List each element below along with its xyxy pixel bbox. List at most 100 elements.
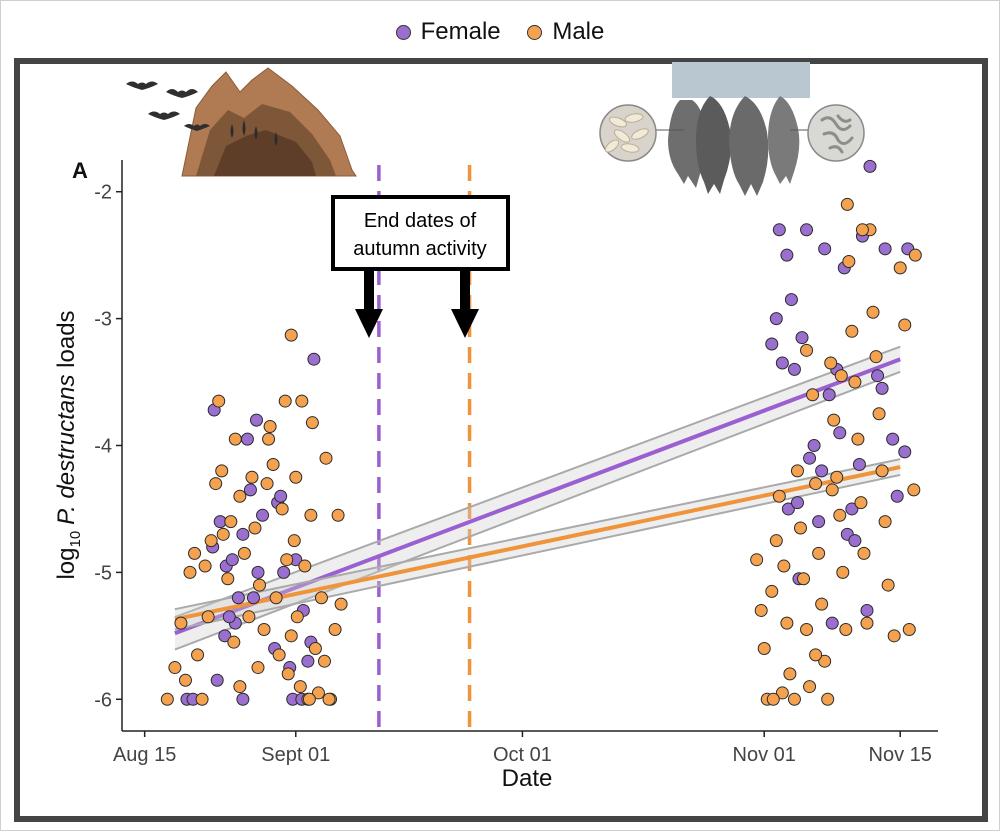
- y-tick-label: -2: [94, 182, 112, 204]
- point-male: [328, 622, 342, 636]
- y-tick-label: -6: [94, 689, 112, 711]
- point-male: [893, 261, 907, 275]
- point-male: [281, 667, 295, 681]
- point-female: [812, 515, 826, 529]
- point-female: [898, 445, 912, 459]
- annotation-line-1: End dates of: [364, 210, 477, 232]
- point-male: [772, 489, 786, 503]
- point-female: [875, 381, 889, 395]
- point-female: [772, 223, 786, 237]
- activity-end-lines: [377, 165, 472, 731]
- legend-female-label: Female: [420, 18, 501, 45]
- y-tick-label: -3: [94, 309, 112, 331]
- point-male: [233, 680, 247, 694]
- point-male: [212, 394, 226, 408]
- arrow-male-icon: [451, 269, 479, 338]
- point-female: [878, 242, 892, 256]
- point-male: [800, 622, 814, 636]
- point-female: [225, 553, 239, 567]
- point-male: [848, 375, 862, 389]
- x-axis-title: Date: [502, 765, 553, 792]
- point-male: [204, 534, 218, 548]
- x-tick-label: Sept 01: [261, 744, 330, 766]
- point-male: [302, 692, 316, 706]
- point-male: [293, 680, 307, 694]
- plot-frame: [14, 58, 988, 822]
- point-female: [277, 565, 291, 579]
- point-male: [842, 255, 856, 269]
- point-male: [783, 667, 797, 681]
- annotation-callout: End dates of autumn activity: [331, 195, 510, 338]
- point-male: [821, 692, 835, 706]
- point-female: [236, 527, 250, 541]
- point-male: [289, 470, 303, 484]
- y-tick-label: -5: [94, 562, 112, 584]
- cave-with-bats-icon: [126, 67, 357, 177]
- point-male: [825, 483, 839, 497]
- point-male: [209, 477, 223, 491]
- point-male: [750, 553, 764, 567]
- hibernating-bats-with-fungus-icon: [599, 62, 865, 196]
- point-male: [907, 483, 921, 497]
- point-female: [784, 293, 798, 307]
- point-female: [863, 159, 877, 173]
- point-male: [233, 489, 247, 503]
- point-female: [781, 502, 795, 516]
- point-female: [815, 464, 829, 478]
- point-male: [834, 369, 848, 383]
- point-male: [833, 508, 847, 522]
- point-male: [809, 648, 823, 662]
- point-male: [228, 432, 242, 446]
- point-male: [248, 521, 262, 535]
- point-male: [815, 597, 829, 611]
- y-axis-title-prefix: log: [53, 548, 80, 580]
- point-female: [852, 458, 866, 472]
- point-male: [908, 248, 922, 262]
- annotation-box: [331, 195, 510, 271]
- point-female: [274, 489, 288, 503]
- point-male: [227, 635, 241, 649]
- point-female: [765, 337, 779, 351]
- point-male: [818, 654, 832, 668]
- point-male: [812, 546, 826, 560]
- point-female: [769, 312, 783, 326]
- point-female: [845, 502, 859, 516]
- point-male: [793, 521, 807, 535]
- point-male: [757, 642, 771, 656]
- point-male: [298, 559, 312, 573]
- point-male: [754, 603, 768, 617]
- arrow-female-icon: [355, 269, 383, 338]
- point-male: [827, 413, 841, 427]
- point-male: [191, 648, 205, 662]
- point-female: [210, 673, 224, 687]
- point-female: [890, 489, 904, 503]
- point-male: [319, 451, 333, 465]
- point-male: [242, 610, 256, 624]
- point-male: [257, 622, 271, 636]
- point-male: [287, 534, 301, 548]
- point-male: [224, 515, 238, 529]
- point-male: [766, 692, 780, 706]
- point-male: [777, 559, 791, 573]
- point-male: [178, 673, 192, 687]
- y-axis-title-subscript: 10: [67, 531, 84, 548]
- point-female: [256, 508, 270, 522]
- y-axis-title-italic: P. destructans: [53, 375, 80, 525]
- point-male: [262, 432, 276, 446]
- point-female: [790, 496, 804, 510]
- point-male: [775, 686, 789, 700]
- point-male: [875, 464, 889, 478]
- ci-upper-female: [174, 345, 901, 618]
- legend-female-swatch: [395, 24, 411, 40]
- y-tick-label: -4: [94, 436, 112, 458]
- point-female: [251, 565, 265, 579]
- point-male: [295, 394, 309, 408]
- data-points: [160, 159, 922, 706]
- point-male: [304, 508, 318, 522]
- point-male: [215, 464, 229, 478]
- legend: Female Male: [0, 18, 1000, 47]
- point-male: [780, 616, 794, 630]
- point-male: [290, 610, 304, 624]
- point-female: [222, 610, 236, 624]
- point-male: [201, 610, 215, 624]
